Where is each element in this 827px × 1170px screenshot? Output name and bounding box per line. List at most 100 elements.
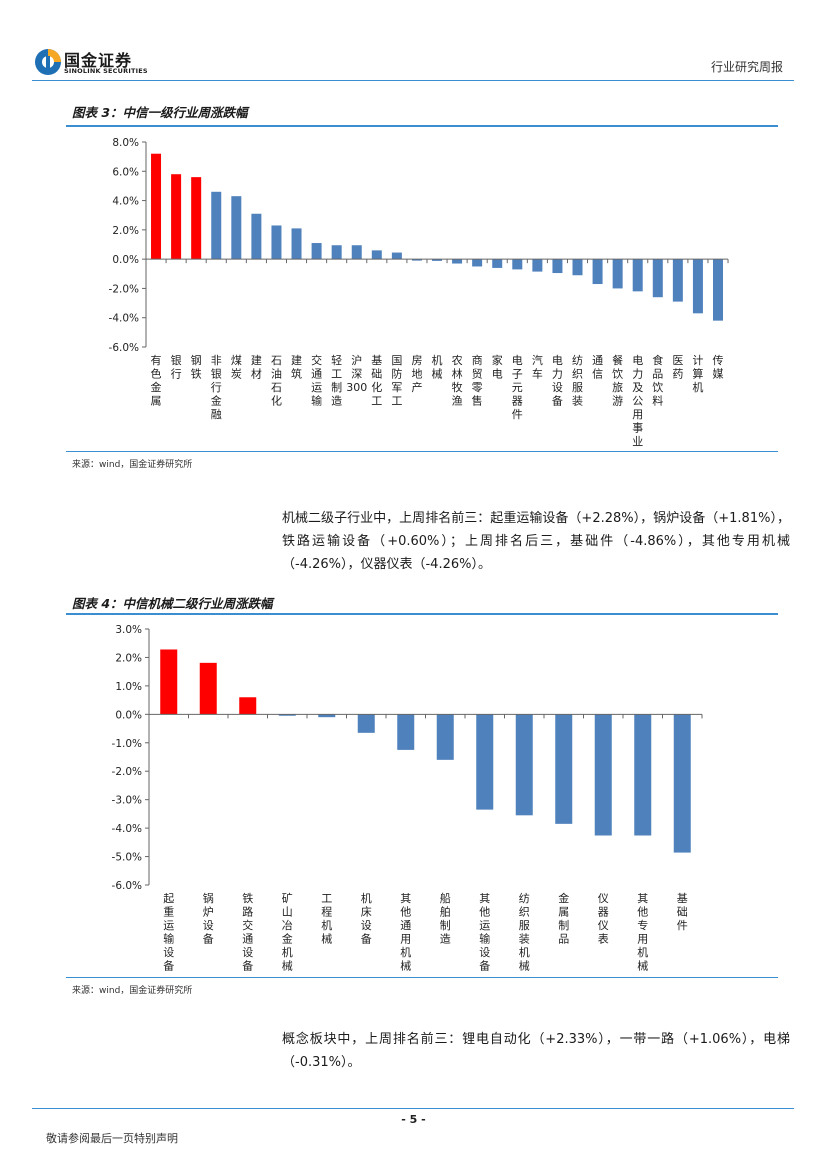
bar [331,245,342,260]
y-tick-label: 4.0% [112,196,139,208]
y-tick-label: 1.0% [115,681,142,693]
bar [532,259,543,272]
bar [191,177,202,260]
x-category-label: 食品饮料 [652,353,663,408]
y-tick-label: 6.0% [112,166,139,178]
y-tick-label: -5.0% [112,852,142,864]
x-category-label: 农林牧渔 [452,353,463,408]
bar [357,714,375,733]
report-type: 行业研究周报 [710,60,783,74]
x-category-label: 沪深 300 [346,353,367,394]
bar [239,697,257,715]
bar [271,225,282,260]
x-category-label: 锅炉设备 [203,892,214,946]
bar [592,259,603,285]
bar [594,714,612,836]
y-tick-label: 3.0% [115,624,142,636]
x-category-label: 矿山冶金机械 [282,892,293,973]
bar [171,174,182,260]
x-category-label: 轻工制造 [331,353,342,408]
paragraph-machinery-subindustries: 机械二级子行业中，上周排名前三：起重运输设备（+2.28%），锅炉设备（+1.8… [282,511,790,572]
footer-disclaimer: 敬请参阅最后一页特别声明 [46,1132,178,1145]
x-category-label: 石油石化 [271,354,282,408]
x-category-label: 银行 [171,353,182,381]
bar [552,259,563,274]
bar [652,259,663,298]
x-category-label: 非银行金融 [211,354,222,421]
bar [432,259,443,261]
bar [318,714,336,718]
bar [211,191,222,260]
x-category-label: 餐饮旅游 [612,353,623,408]
y-tick-label: -1.0% [112,738,142,750]
bar [492,259,503,268]
x-category-label: 通信 [592,354,603,381]
bar [371,250,382,260]
x-category-label: 纺织服装 [572,353,583,408]
bar [160,649,178,715]
bar [692,259,703,314]
bar [411,259,422,261]
x-category-label: 其他专用机械 [637,892,648,973]
logo-chinese-name: 国金证券 [64,51,133,70]
x-category-label: 机床设备 [361,891,372,946]
figure4-title: 图表 4：中信机械二级行业周涨跌幅 [72,596,273,611]
x-category-label: 基础件 [677,892,688,932]
bar [199,662,217,715]
x-category-label: 医药 [672,354,683,381]
page-number: - 5 - [401,1113,426,1126]
x-category-label: 钢铁 [191,354,202,381]
bar [555,714,573,824]
bar [476,714,494,810]
bar [472,259,483,267]
bar [632,259,643,292]
y-tick-label: -6.0% [109,342,139,354]
bar [291,228,302,260]
x-category-label: 电力设备 [552,354,563,408]
x-category-label: 电子元器件 [512,354,523,421]
x-category-label: 铁路交通设备 [242,892,253,973]
figure3-chart: 8.0% 6.0% 4.0% 2.0% 0.0% -2.0% -4.0% -6.0% 有色金属银… [109,137,729,448]
bar [515,714,533,816]
x-category-label: 起重运输设备 [163,892,174,973]
y-tick-label: -3.0% [112,795,142,807]
bar [672,259,683,302]
logo-english-name: SINOLINK SECURITIES [64,67,148,75]
x-category-label: 商贸零售 [472,353,483,408]
x-category-label: 建筑 [291,353,302,381]
bar [436,714,454,760]
x-category-label: 纺织服装机械 [519,891,530,973]
bar [151,153,162,260]
header-divider [32,80,794,81]
y-tick-label: 0.0% [115,709,142,721]
y-tick-label: -6.0% [112,880,142,892]
paragraph-concept-sectors: 概念板块中，上周排名前三：锂电自动化（+2.33%），一带一路（+1.06%），… [282,1032,790,1070]
figure3-source: 来源：wind，国金证券研究所 [72,460,193,470]
x-category-label: 船舶制造 [440,891,451,946]
x-category-label: 交通运输 [311,353,322,408]
x-category-label: 汽车 [532,353,543,381]
figure4-source: 来源：wind，国金证券研究所 [72,986,193,996]
y-tick-label: -2.0% [109,283,139,295]
bar [311,243,322,260]
figure4-bottom-rule [66,977,778,978]
bar [278,714,296,716]
x-category-label: 煤炭 [231,354,242,381]
bar [572,259,583,276]
bar [231,196,242,260]
bar [612,259,623,289]
bar [391,252,402,260]
bar [452,259,463,264]
x-category-label: 电力及公用事业 [632,354,643,448]
footer-divider [32,1108,794,1109]
bar [634,714,652,836]
x-category-label: 有色金属 [151,353,162,408]
bar [251,213,262,260]
y-tick-label: 8.0% [112,137,139,149]
x-category-label: 基础化工 [371,354,382,408]
y-tick-label: 2.0% [115,652,142,664]
x-category-label: 机械 [432,353,443,381]
x-category-label: 其他运输设备 [479,892,490,973]
x-category-label: 工程机械 [321,892,332,946]
figure4-chart: 3.0% 2.0% 1.0% 0.0% -1.0% -2.0% -3.0% -4.0% -5.0… [112,624,703,973]
